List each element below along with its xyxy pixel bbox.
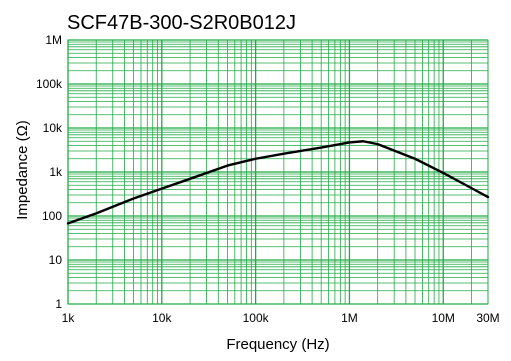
y-tick-label: 1	[55, 297, 62, 311]
x-tick-label: 1M	[341, 311, 358, 325]
x-tick-label: 10M	[432, 311, 455, 325]
series	[66, 140, 490, 225]
x-tick-label: 30M	[476, 311, 499, 325]
y-tick-label: 1M	[45, 33, 62, 47]
y-tick-label: 100k	[36, 77, 63, 91]
x-tick-label: 1k	[62, 311, 76, 325]
y-tick-label: 100	[42, 209, 62, 223]
tick-labels: 1k 10k 100k 1M 10M 30M 1 10 100 1k 10k 100k 1M	[36, 33, 500, 325]
y-tick-label: 10k	[43, 121, 63, 135]
impedance-curve	[66, 140, 490, 225]
grid	[67, 39, 489, 305]
x-axis-label: Frequency (Hz)	[226, 336, 329, 353]
chart-title: SCF47B-300-S2R0B012J	[67, 12, 296, 34]
x-tick-label: 100k	[243, 311, 270, 325]
y-axis-label: Impedance (Ω)	[14, 120, 31, 220]
x-tick-label: 10k	[152, 311, 172, 325]
y-tick-label: 10	[49, 253, 63, 267]
y-tick-label: 1k	[49, 165, 63, 179]
